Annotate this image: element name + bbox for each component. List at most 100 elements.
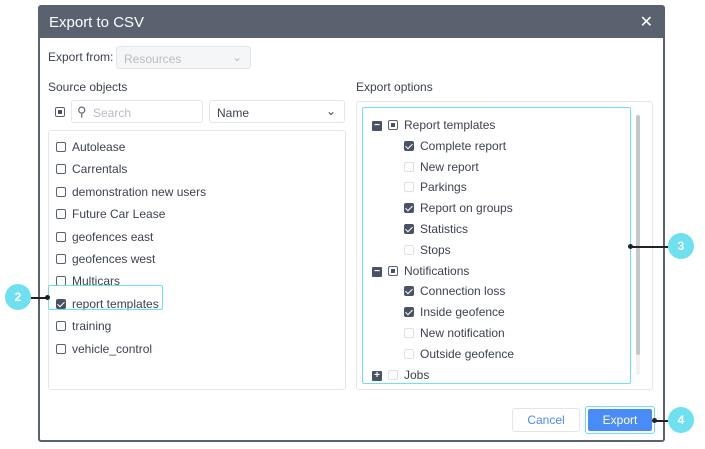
item-checkbox[interactable] xyxy=(56,254,66,264)
tree-item-label: Inside geofence xyxy=(420,305,505,320)
source-item-label: Autolease xyxy=(72,140,126,154)
tree-item[interactable]: − Notifications xyxy=(363,262,628,281)
tree-item-label: Connection loss xyxy=(420,284,506,299)
option-checkbox[interactable] xyxy=(404,244,414,255)
tree-item-label: Stops xyxy=(420,242,451,257)
close-icon[interactable]: ✕ xyxy=(639,14,653,31)
tree-item[interactable]: Outside geofence xyxy=(363,345,628,364)
source-item[interactable]: Autolease xyxy=(49,137,345,157)
tree-item[interactable]: New notification xyxy=(363,324,628,343)
tree-item[interactable]: Complete report xyxy=(363,137,628,156)
option-checkbox[interactable] xyxy=(404,203,414,214)
export-options-heading: Export options xyxy=(356,80,433,94)
dialog-title: Export to CSV xyxy=(40,7,663,38)
item-checkbox[interactable] xyxy=(56,142,66,152)
collapse-icon[interactable]: − xyxy=(372,266,382,277)
tree-item-label: Outside geofence xyxy=(420,346,515,361)
callout-dot xyxy=(628,244,633,249)
option-checkbox[interactable] xyxy=(404,161,414,172)
search-icon: ⚲ xyxy=(77,104,87,119)
expand-icon[interactable]: + xyxy=(372,370,382,381)
item-checkbox[interactable] xyxy=(56,164,66,175)
sort-value: Name xyxy=(217,106,250,120)
search-input[interactable]: ⚲ Search xyxy=(71,100,203,123)
collapse-icon[interactable]: − xyxy=(372,121,382,131)
export-button[interactable]: Export xyxy=(588,409,652,431)
callout-2: 2 xyxy=(5,284,31,310)
tree-item[interactable]: Statistics xyxy=(363,220,628,239)
item-checkbox[interactable] xyxy=(56,209,66,220)
tree-group-label: Jobs xyxy=(404,367,430,382)
source-item-label: Carrentals xyxy=(72,162,128,177)
tree-item-label: Parkings xyxy=(420,180,467,195)
select-all-checkbox[interactable] xyxy=(55,107,65,117)
option-checkbox[interactable] xyxy=(404,140,414,151)
source-item-label: Future Car Lease xyxy=(72,207,166,222)
tree-item[interactable]: Report on groups xyxy=(363,199,628,218)
callout-4: 4 xyxy=(668,407,694,433)
tree-group-label: Notifications xyxy=(404,263,470,278)
source-item[interactable]: geofences west xyxy=(49,249,345,269)
source-item-label: vehicle_control xyxy=(72,341,153,356)
item-checkbox[interactable] xyxy=(56,343,66,354)
item-checkbox[interactable] xyxy=(56,298,66,309)
source-item[interactable]: vehicle_control xyxy=(49,339,345,359)
source-item-label: report templates xyxy=(72,296,159,311)
sort-select[interactable]: Name ⌄ xyxy=(209,100,345,123)
option-checkbox[interactable] xyxy=(404,182,414,193)
tree-item-label: Complete report xyxy=(420,138,507,153)
scrollbar[interactable] xyxy=(636,115,640,375)
item-checkbox[interactable] xyxy=(56,321,66,332)
source-item-label: demonstration new users xyxy=(72,184,207,199)
tree-item-label: Statistics xyxy=(420,222,469,236)
callout-line xyxy=(31,297,47,299)
source-item-label: Multicars xyxy=(72,274,121,289)
source-item[interactable]: demonstration new users xyxy=(49,182,345,202)
option-checkbox[interactable] xyxy=(404,307,414,318)
group-checkbox[interactable] xyxy=(388,120,398,130)
tree-group-label: Report templates xyxy=(404,118,496,132)
export-options-tree: − Report templates Complete report New repo… xyxy=(362,107,631,384)
option-checkbox[interactable] xyxy=(404,224,414,234)
scrollbar-thumb[interactable] xyxy=(636,115,640,355)
group-checkbox[interactable] xyxy=(388,265,398,276)
tree-item[interactable]: Connection loss xyxy=(363,282,628,301)
export-from-value: Resources xyxy=(124,52,182,66)
source-item[interactable]: Carrentals xyxy=(49,159,345,179)
callout-dot xyxy=(652,418,657,423)
tree-item[interactable]: − Report templates xyxy=(363,116,628,135)
callout-line xyxy=(654,420,668,422)
source-item-label: training xyxy=(72,319,112,334)
group-checkbox[interactable] xyxy=(388,369,398,380)
option-checkbox[interactable] xyxy=(404,286,414,297)
selected-item-highlight xyxy=(48,285,163,310)
search-placeholder: Search xyxy=(93,106,132,120)
source-objects-list: Autolease Carrentals demonstration new use… xyxy=(48,130,346,390)
source-item[interactable]: geofences east xyxy=(49,227,345,247)
tree-item[interactable]: New report xyxy=(363,158,628,177)
cancel-button[interactable]: Cancel xyxy=(512,408,580,432)
source-item-label: geofences west xyxy=(72,252,156,266)
tree-item[interactable]: Inside geofence xyxy=(363,303,628,322)
source-item[interactable]: training xyxy=(49,316,345,336)
item-checkbox[interactable] xyxy=(56,186,66,197)
tree-item[interactable]: Parkings xyxy=(363,178,628,197)
tree-item-label: New report xyxy=(420,159,479,174)
tree-item[interactable]: + Jobs xyxy=(363,366,628,385)
export-from-select[interactable]: Resources ⌄ xyxy=(116,46,251,69)
source-objects-heading: Source objects xyxy=(48,80,128,94)
callout-dot xyxy=(45,295,50,300)
source-item[interactable]: Future Car Lease xyxy=(49,204,345,224)
source-item[interactable]: report templates xyxy=(49,294,345,314)
chevron-down-icon: ⌄ xyxy=(231,50,242,64)
source-item-label: geofences east xyxy=(72,229,154,244)
tree-item-label: New notification xyxy=(420,326,505,340)
callout-line xyxy=(630,246,668,248)
tree-item-label: Report on groups xyxy=(420,201,513,216)
option-checkbox[interactable] xyxy=(404,348,414,359)
tree-item[interactable]: Stops xyxy=(363,241,628,260)
item-checkbox[interactable] xyxy=(56,231,66,242)
callout-3: 3 xyxy=(668,233,694,259)
option-checkbox[interactable] xyxy=(404,328,414,338)
export-from-label: Export from: xyxy=(48,50,114,64)
